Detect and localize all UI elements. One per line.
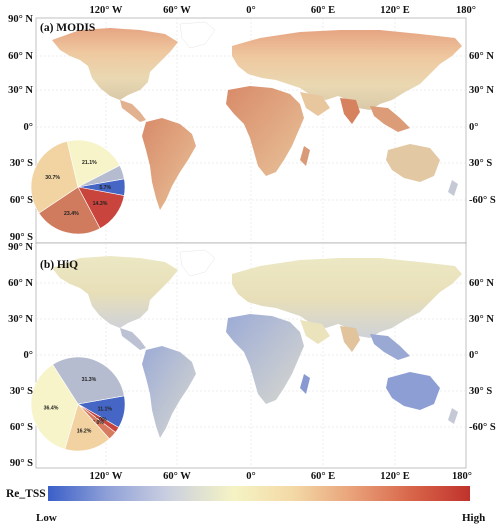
left-tick-label: 60° S [10,195,33,206]
left-tick-label: 30° S [10,386,33,397]
right-tick-label: 60° N [469,278,494,289]
bottom-axis: 120° W 60° W 0° 60° E 120° E 180° [90,471,472,482]
north-america-b [52,256,178,328]
se-asia-b [370,334,410,360]
pie-slice [30,140,79,214]
colorbar [48,486,470,501]
panel-a: (a) MODIS 5.7% 14.3% 23.4% 30.7% 21.1% [30,17,467,244]
bottom-tick-label: 60° E [311,471,335,482]
right-tick-label: 0° [469,350,478,361]
pie-slice-label: 21.1% [82,160,97,166]
panel-a-pie: 5.7% 14.3% 23.4% 30.7% 21.1% [30,139,126,235]
right-axis-a: 60° N 30° N 0° 30° S -60° S [469,51,496,206]
pie-slice-label: 16.2% [77,428,92,434]
pie-slice [66,139,121,188]
bottom-tick-label: 120° W [90,471,123,482]
pie-slice-label: 3.0% [92,420,104,426]
panel-a-label: (a) MODIS [40,22,95,34]
central-america-a [120,100,146,122]
left-tick-label: 30° N [8,314,33,325]
right-tick-label: 0° [469,122,478,133]
panel-b-label: (b) HiQ [40,259,78,271]
south-america-b [142,346,196,438]
top-tick-label: 0° [246,5,255,16]
pie-slice [38,186,101,235]
top-tick-label: 60° E [311,5,335,16]
central-america-b [120,328,146,350]
pie-slice [30,364,79,450]
left-tick-label: 60° N [8,278,33,289]
bottom-tick-label: 60° W [163,471,191,482]
left-tick-label: 0° [24,350,33,361]
madagascar-a [300,146,310,166]
top-axis: 120° W 60° W 0° 60° E 120° E 180° [90,5,476,16]
south-america-a [142,118,196,210]
right-axis-b: 60° N 30° N 0° 30° S -60° S [469,278,496,433]
europe-asia-a [232,30,462,110]
nz-b [448,408,458,424]
bottom-tick-label: 0° [246,471,255,482]
left-tick-label: 90° N [8,242,33,253]
australia-b [386,372,440,410]
se-asia-a [370,106,410,132]
top-tick-label: 120° W [90,5,123,16]
pie-slice-label: 36.4% [44,406,59,412]
india-b [340,326,360,352]
pie-slice-label: 14.3% [93,201,108,207]
pie-slice-label: 2.0% [95,417,107,423]
pie-slice-label: 23.4% [64,211,79,217]
right-tick-label: -60° S [469,195,496,206]
left-tick-label: 90° S [10,232,33,243]
left-tick-label: 30° S [10,158,33,169]
africa-a [226,86,304,176]
left-tick-label: 60° N [8,51,33,62]
top-tick-label: 120° E [380,5,410,16]
top-tick-label: 60° W [163,5,191,16]
bottom-tick-label: 120° E [380,471,410,482]
pie-slice [52,356,125,405]
right-tick-label: 30° N [469,314,494,325]
australia-a [386,144,440,182]
pie-slice [77,165,125,188]
panel-a-landmass [52,21,462,210]
left-tick-label: 30° N [8,85,33,96]
africa-b [226,314,304,404]
arabia-b [300,320,330,344]
greenland-a [179,21,216,49]
pie-slice [64,403,110,452]
panel-b-landmass [52,249,462,438]
colorbar-legend: Re_TSS Low High [6,486,485,524]
nz-a [448,180,458,196]
pie-slice-label: 5.7% [99,185,111,191]
panel-b-pie: 11.1% 2.0%3.0%16.2% 36.4% 31.3% [30,356,126,452]
pie-slice-label: 11.1% [98,407,113,413]
arabia-a [300,92,330,116]
left-tick-label: 0° [24,122,33,133]
right-tick-label: 30° S [469,158,492,169]
left-tick-label: 90° S [10,458,33,469]
left-tick-label: 90° N [8,14,33,25]
india-a [340,98,360,124]
north-america-a [52,28,178,100]
legend-low-label: Low [36,512,57,524]
left-axis-a: 90° N 60° N 30° N 0° 30° S 60° S 90° S [8,14,33,243]
left-tick-label: 60° S [10,422,33,433]
europe-asia-b [232,258,462,338]
right-tick-label: 30° S [469,386,492,397]
bottom-tick-label: 180° [452,471,472,482]
pie-slice-label: 31.3% [82,377,97,383]
greenland-b [179,249,216,277]
legend-high-label: High [462,512,485,524]
top-tick-label: 180° [456,5,476,16]
right-tick-label: 30° N [469,85,494,96]
panel-b: (b) HiQ 11.1% 2.0%3.0%16.2% 36.4% 31.3% [30,242,467,469]
pie-slice-label: 30.7% [45,175,60,181]
legend-title: Re_TSS [6,488,46,500]
madagascar-b [300,374,310,394]
right-tick-label: 60° N [469,51,494,62]
right-tick-label: -60° S [469,422,496,433]
left-axis-b: 90° N 60° N 30° N 0° 30° S 60° S 90° S [8,242,33,469]
